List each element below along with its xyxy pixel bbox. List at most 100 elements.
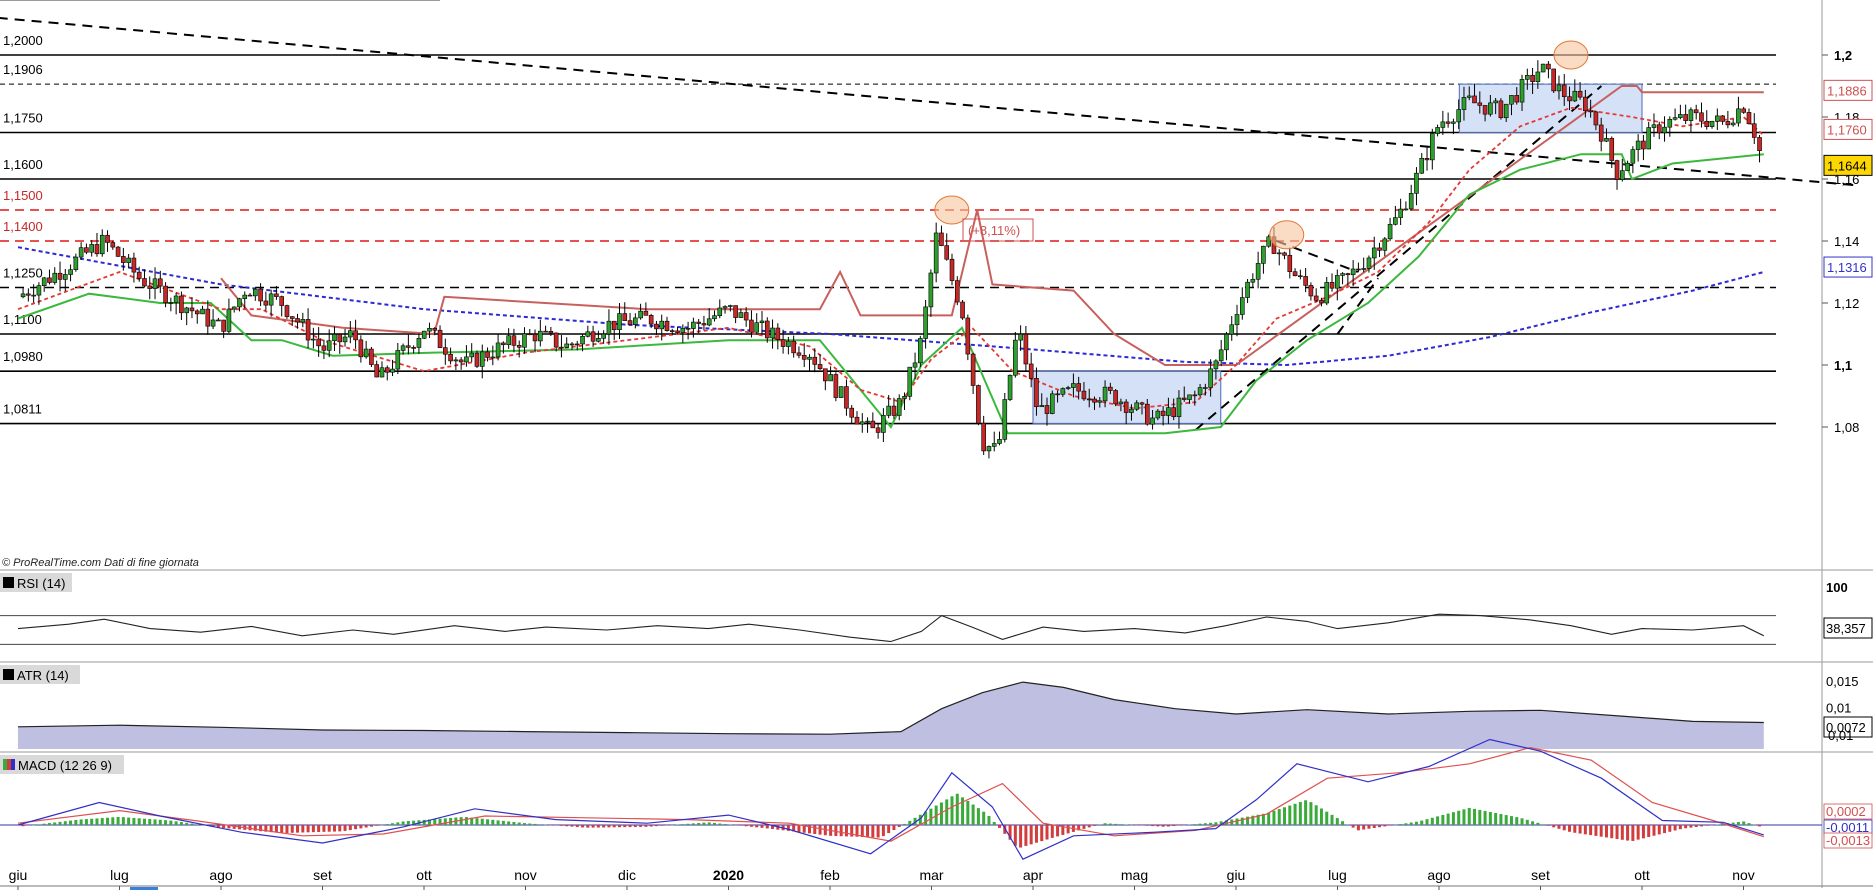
candle-body [131,257,137,273]
macd-histogram-bar [359,825,363,829]
candle-body [1715,115,1720,122]
rsi-label: RSI (14) [17,576,65,591]
candle-body [416,337,422,348]
macd-histogram-bar [296,825,300,833]
y-tick-label: 1,08 [1834,420,1859,435]
candle-body [717,307,723,316]
macd-swatch [11,759,15,770]
candle-body [1350,268,1356,276]
candle-body [1408,193,1414,210]
candle-body [121,256,126,263]
candle-body [1693,109,1699,114]
macd-histogram-bar [1098,824,1102,825]
macd-histogram-bar [1040,825,1044,842]
macd-histogram-bar [596,825,600,828]
macd-histogram-bar [1710,825,1714,826]
candle-body [163,285,168,304]
macd-histogram-bar [517,822,521,825]
candle-body [1176,397,1182,418]
candle-body [553,332,559,348]
ema-line [17,106,1765,410]
candle-body [833,374,839,398]
macd-histogram-bar [486,819,490,825]
macd-histogram-bar [253,825,257,831]
macd-histogram-bar [987,816,991,825]
macd-histogram-bar [1087,825,1091,828]
candle-body [1371,247,1377,259]
macd-histogram-bar [1235,818,1239,825]
candle-body [1435,127,1440,134]
x-tick-label: feb [820,867,840,883]
candle-body [36,285,42,296]
candle-body [1630,149,1636,164]
level-label: 1,0811 [3,402,42,417]
trendline [1336,277,1379,335]
macd-histogram-bar [285,825,289,833]
rsi-swatch [3,577,14,588]
macd-histogram-bar [982,811,986,825]
macd-histogram-bar [501,820,505,825]
macd-histogram-bar [164,820,168,825]
price-badge [1823,154,1873,176]
candle-body [221,319,226,332]
candle-body [775,327,781,340]
candle-body [1403,208,1409,211]
level-label: 1,2000 [3,33,43,48]
macd-histogram-bar [32,824,36,826]
trendline [1276,240,1359,273]
candle-body [1092,398,1097,403]
macd-histogram-bar [961,797,965,825]
macd-histogram-bar [1678,825,1682,830]
macd-histogram-bar [1129,824,1133,826]
candle-body [1604,138,1609,142]
macd-histogram-bar [966,800,970,825]
macd-histogram-bar [1673,825,1677,831]
macd-histogram-bar [728,824,732,826]
candle-body [99,234,105,255]
macd-histogram-bar [1430,817,1434,825]
macd-histogram-bar [528,823,532,825]
x-tick-label: nov [514,867,537,883]
candle-body [1667,118,1673,128]
candle-body [1598,124,1604,142]
macd-histogram-bar [1013,825,1017,846]
macd-histogram-bar [1552,825,1556,828]
candle-body [738,312,744,318]
candle-body [786,340,791,347]
candle-body [453,359,459,362]
candle-body [1134,402,1140,410]
candle-body [384,367,390,373]
macd-histogram-bar [581,825,585,828]
candle-body [284,305,290,317]
level-label: 1,1250 [3,266,43,281]
candle-body [1113,390,1118,405]
macd-histogram-bar [786,825,790,831]
macd-histogram-bar [491,819,495,825]
candle-body [1741,108,1747,113]
candle-body [1509,95,1514,105]
macd-histogram-bar [945,799,949,825]
macd-histogram-bar [369,825,373,827]
candle-body [1672,117,1678,120]
macd-histogram-bar [533,823,537,825]
macd-histogram-bar [1568,825,1572,832]
candle-body [991,443,997,447]
candle-body [485,351,490,358]
macd-histogram-bar [100,818,104,825]
candle-body [1171,407,1176,418]
macd-histogram-bar [1610,825,1614,839]
macd-histogram-bar [760,825,764,828]
macd-histogram-bar [322,825,326,832]
candle-body [158,278,163,287]
candle-body [1688,109,1694,121]
macd-histogram-bar [1731,822,1735,825]
macd-histogram-bar [185,822,189,825]
candle-body [611,320,617,331]
price-badge-label: 1,1886 [1827,83,1867,98]
macd-histogram-bar [549,825,553,826]
macd-histogram-bar [1209,822,1213,825]
candle-body [1345,273,1351,276]
candle-body [559,346,564,349]
sma-line [17,246,1765,367]
